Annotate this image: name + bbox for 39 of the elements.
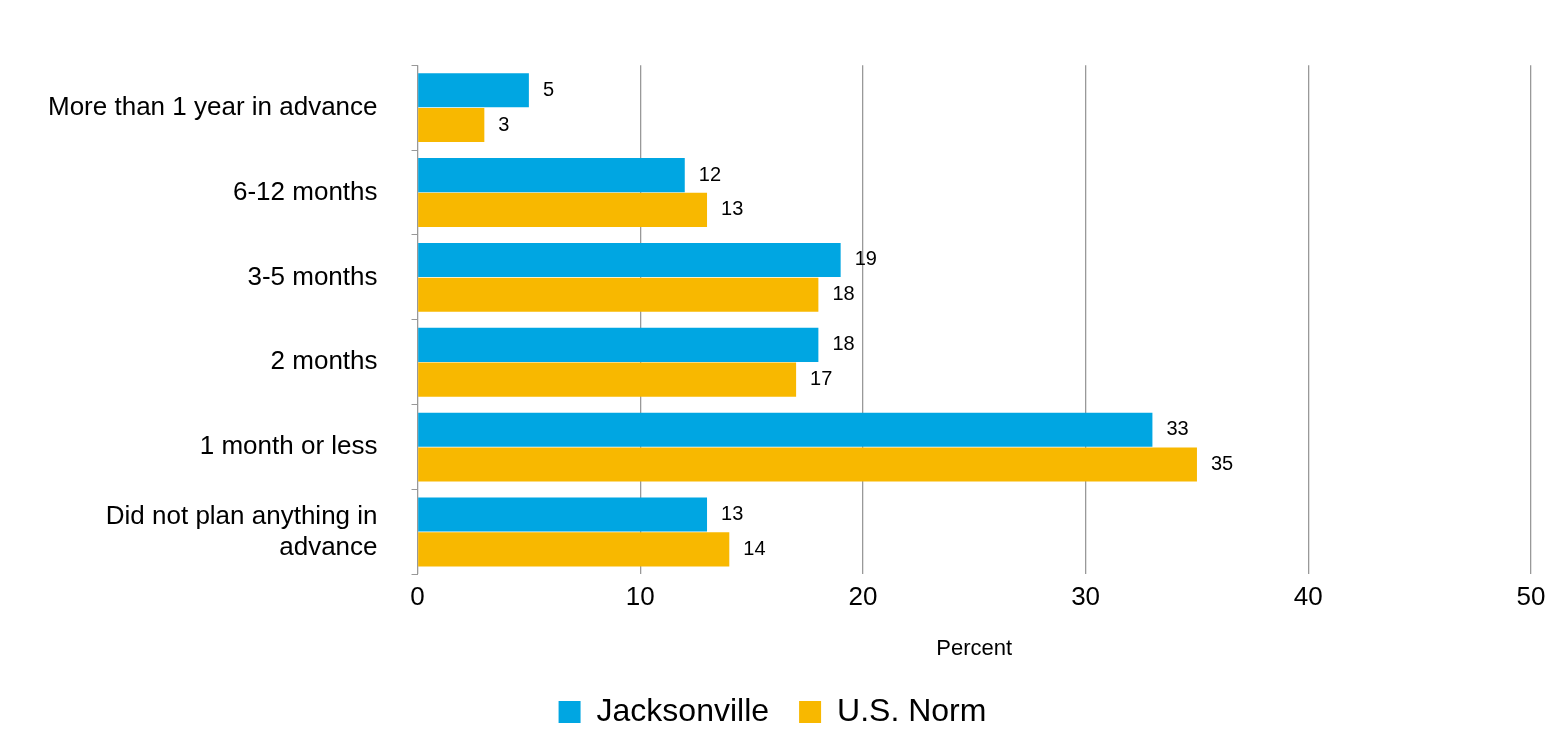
data-label: 17 [810, 367, 833, 390]
bar [418, 447, 1197, 482]
x-tick-label: 40 [1293, 581, 1323, 612]
y-tick-label: More than 1 year in advance [47, 90, 378, 121]
x-tick-label: 10 [625, 581, 655, 612]
y-tick-label: 2 months [270, 345, 378, 376]
bar [418, 158, 685, 193]
data-label: 14 [743, 536, 766, 559]
x-tick-label: 20 [848, 581, 878, 612]
x-tick-label: 0 [410, 581, 425, 612]
bar [418, 362, 797, 397]
legend-label: U.S. Norm [837, 691, 987, 728]
data-label: 12 [698, 162, 722, 185]
x-tick-label: 30 [1071, 581, 1101, 612]
bar [418, 277, 819, 312]
y-tick-label: 3-5 months [247, 260, 378, 291]
bar [418, 107, 485, 143]
data-label: 18 [832, 332, 855, 355]
data-label: 19 [854, 247, 877, 270]
data-label: 5 [542, 77, 554, 100]
data-label: 13 [721, 502, 744, 525]
data-label: 35 [1210, 452, 1234, 475]
bar [418, 532, 730, 567]
bar [418, 327, 819, 362]
data-label: 18 [832, 282, 855, 305]
x-tick-label: 50 [1516, 581, 1546, 612]
data-label: 3 [498, 112, 510, 135]
y-tick-label: 1 month or less [199, 430, 378, 461]
data-label: 13 [721, 197, 744, 220]
bar [418, 192, 708, 227]
y-tick-label: 6-12 months [233, 175, 378, 206]
bar [418, 73, 529, 108]
bar [418, 412, 1153, 447]
x-axis-title: Percent [936, 634, 1013, 660]
data-label: 33 [1166, 417, 1189, 440]
bar [418, 497, 708, 532]
y-tick-label: Did not plan anything in advance [105, 499, 378, 561]
legend-label: Jacksonville [596, 691, 770, 728]
bar [418, 242, 841, 278]
